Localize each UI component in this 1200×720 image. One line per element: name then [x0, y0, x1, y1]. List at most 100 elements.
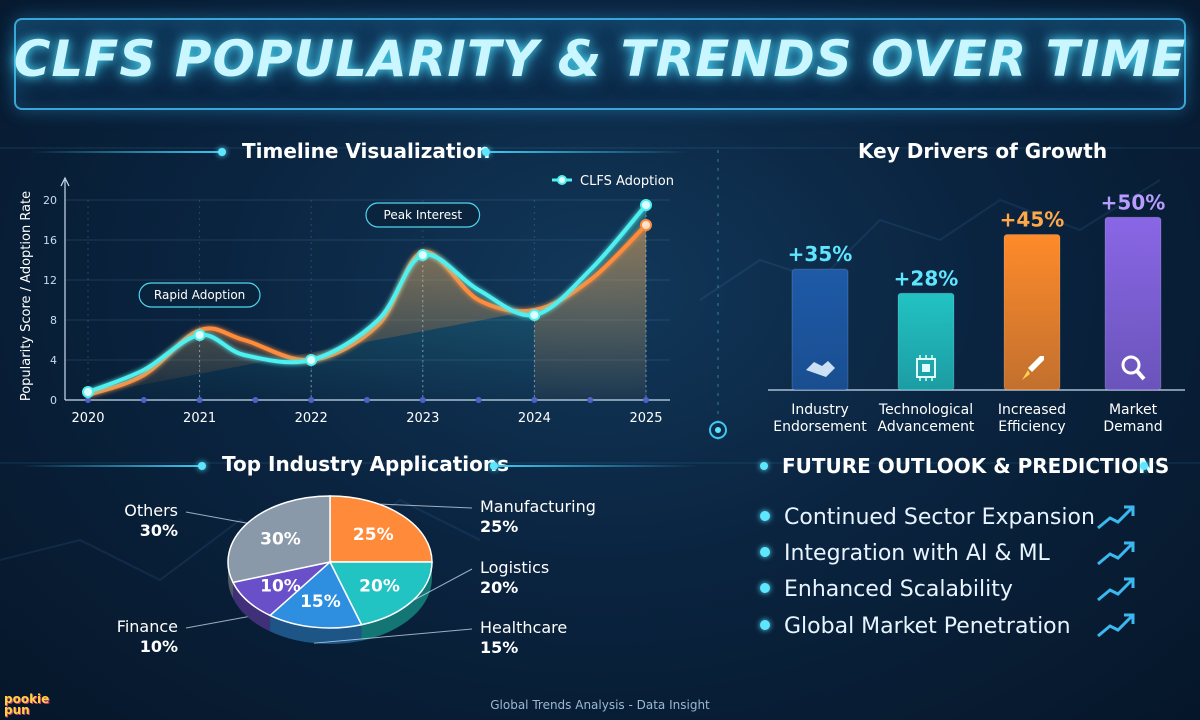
- bar-category-label: Demand: [1103, 419, 1162, 435]
- y-tick-label: 16: [43, 234, 57, 247]
- rocket-icon: [1022, 356, 1044, 380]
- x-tick-label: 2021: [183, 411, 216, 426]
- annotation-label: Rapid Adoption: [154, 288, 245, 302]
- y-tick-label: 0: [50, 394, 57, 407]
- pie-slice-value: 25%: [353, 525, 394, 545]
- bar-category-label: Advancement: [878, 419, 975, 435]
- data-point: [640, 219, 652, 231]
- series-line-clfs-adoption: [87, 203, 648, 394]
- section-dot: [482, 148, 490, 156]
- pie-leader-line: [185, 616, 248, 629]
- pie-label: Finance: [117, 617, 178, 636]
- bar-value-label: +28%: [894, 266, 959, 290]
- pie-slice-side: [361, 562, 432, 641]
- outlook-item: Global Market Penetration: [760, 614, 1071, 639]
- page-title: CLFS POPULARITY & TRENDS OVER TIME: [13, 30, 1187, 88]
- section-dot: [490, 462, 498, 470]
- trend-up-icon: [1097, 541, 1135, 566]
- pie-label: Healthcare: [480, 618, 567, 637]
- applications-section-title: Top Industry Applications: [222, 452, 510, 476]
- bar-market-demand: [1104, 216, 1162, 391]
- pie-leader-line: [185, 511, 248, 524]
- x-tick-label: 2023: [406, 411, 439, 426]
- pie-leader-line: [313, 628, 473, 644]
- applications-pie-chart: 25%20%15%10%30%Manufacturing25%Logistics…: [117, 495, 596, 657]
- legend-label: CLFS Adoption: [580, 174, 674, 189]
- pie-leader-line: [378, 503, 473, 509]
- y-tick-label: 20: [43, 194, 57, 207]
- bar-value-label: +50%: [1101, 190, 1166, 214]
- trend-arrows: [1097, 505, 1135, 638]
- handshake-icon: [806, 361, 835, 377]
- data-point: [416, 249, 429, 261]
- outlook-item: Enhanced Scalability: [760, 577, 1013, 602]
- y-axis-arrow: [60, 176, 70, 187]
- pie-slice-value: 30%: [260, 530, 301, 550]
- pie-slice-others: [227, 495, 331, 584]
- y-tick-label: 8: [50, 314, 57, 327]
- section-rule: [490, 151, 690, 153]
- pie-slice-side: [228, 562, 233, 599]
- x-tick-label: 2025: [629, 411, 662, 426]
- pie-label: Manufacturing: [480, 497, 596, 516]
- section-dot: [760, 462, 768, 470]
- bar-category-label: Industry: [791, 402, 849, 418]
- pie-leader-line: [412, 568, 473, 602]
- bar-technological-advancement: [897, 292, 955, 391]
- trend-up-icon: [1097, 505, 1135, 530]
- pie-slice-side: [232, 582, 271, 632]
- y-axis-label: Popularity Score / Adoption Rate: [19, 191, 34, 401]
- outlook-item: Integration with AI & ML: [760, 541, 1050, 566]
- annotation-box: [365, 202, 481, 228]
- annotation-label: Peak Interest: [384, 208, 463, 222]
- pie-slice-value: 10%: [260, 576, 301, 596]
- section-rule: [20, 465, 200, 467]
- drivers-section-title: Key Drivers of Growth: [858, 139, 1108, 163]
- data-point: [528, 309, 541, 321]
- magnifier-icon: [1121, 355, 1146, 381]
- pie-label-value: 20%: [480, 578, 518, 597]
- data-point: [82, 386, 94, 398]
- chip-icon: [916, 355, 936, 381]
- bullet-icon: [760, 620, 770, 630]
- title-frame: [14, 18, 1186, 110]
- data-point: [193, 329, 206, 341]
- outlook-item-label: Global Market Penetration: [784, 614, 1071, 639]
- bar-value-label: +35%: [788, 242, 853, 266]
- x-tick-label: 2024: [518, 411, 551, 426]
- bar-category-label: Technological: [878, 402, 973, 418]
- pie-label-value: 15%: [480, 638, 518, 657]
- section-rule: [498, 465, 698, 467]
- legend-marker: [557, 175, 567, 185]
- timeline-section-title: Timeline Visualization: [242, 139, 491, 163]
- pie-label: Logistics: [480, 558, 549, 577]
- trend-up-icon: [1097, 577, 1135, 602]
- bullet-icon: [760, 511, 770, 521]
- outlook-section-title: FUTURE OUTLOOK & PREDICTIONS: [782, 454, 1170, 478]
- bar-value-label: +45%: [1000, 208, 1065, 232]
- x-tick-label: 2022: [295, 411, 328, 426]
- section-dot: [218, 148, 226, 156]
- footer-caption: Global Trends Analysis - Data Insight: [490, 698, 710, 712]
- section-dot: [1140, 462, 1148, 470]
- area-fill-orange: [88, 225, 646, 400]
- data-point: [640, 199, 652, 211]
- pie-slice-manufacturing: [329, 495, 433, 563]
- pie-slice-value: 15%: [300, 592, 341, 612]
- data-point: [305, 354, 318, 366]
- pie-slice-healthcare: [268, 560, 363, 629]
- x-tick-label: 2020: [71, 411, 104, 426]
- pie-label-value: 10%: [140, 637, 178, 656]
- bar-industry-endorsement: [791, 268, 849, 391]
- section-dot: [198, 462, 206, 470]
- y-tick-label: 4: [50, 354, 57, 367]
- bullet-icon: [760, 547, 770, 557]
- pie-label-value: 30%: [140, 521, 178, 540]
- section-rule: [30, 151, 220, 153]
- bar-category-label: Increased: [998, 402, 1066, 418]
- bar-category-label: Efficiency: [998, 419, 1065, 435]
- trend-up-icon: [1097, 613, 1135, 638]
- outlook-item-label: Continued Sector Expansion: [784, 505, 1095, 530]
- pie-slice-side: [270, 615, 362, 644]
